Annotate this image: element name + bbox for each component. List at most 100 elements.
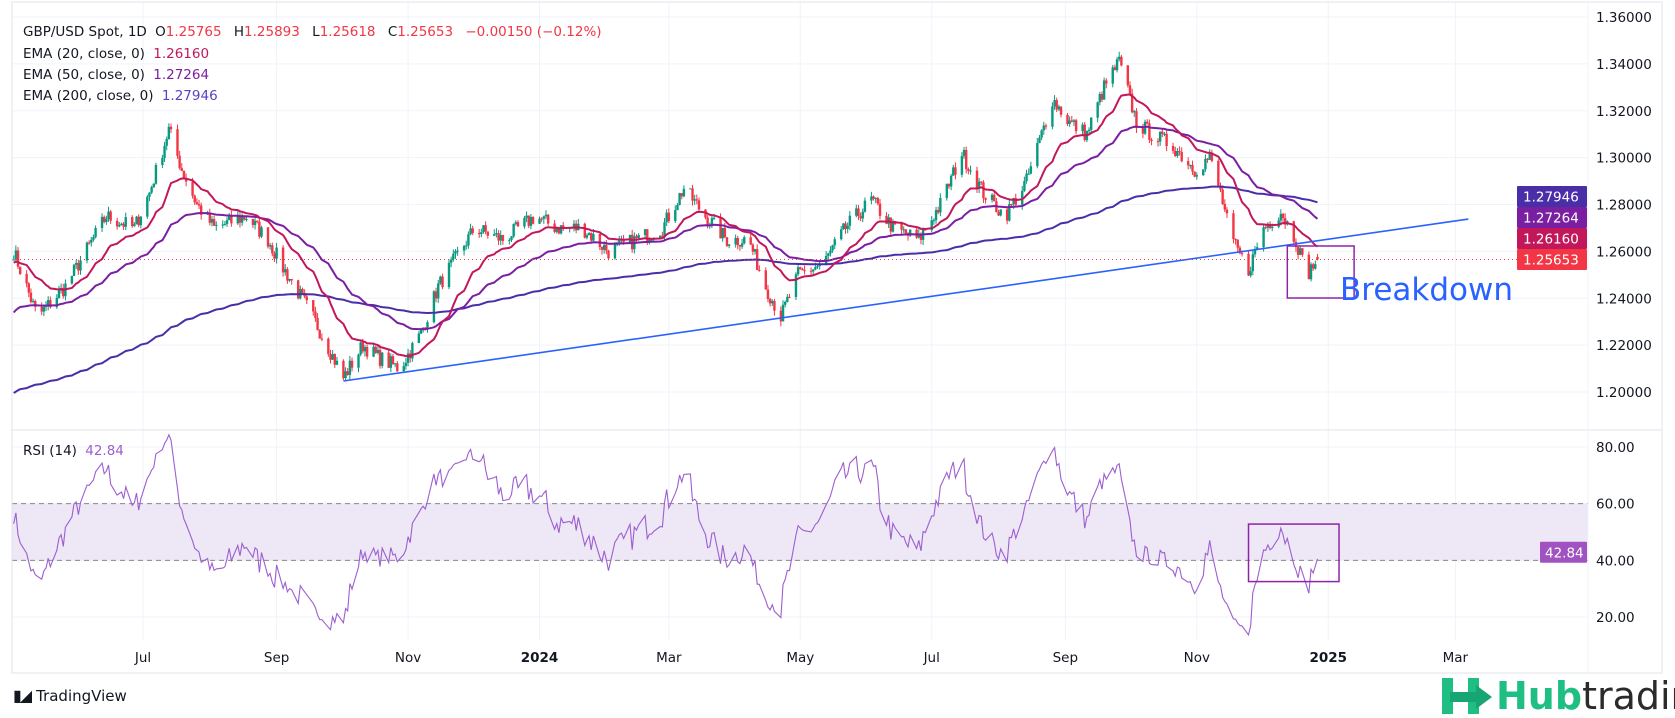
candle-body [165, 139, 168, 146]
rsi-label: RSI (14) [23, 443, 77, 459]
candle [452, 249, 455, 262]
ema20-legend[interactable]: EMA (20, close, 0) 1.26160 [23, 46, 213, 62]
rsi-box[interactable] [1247, 523, 1340, 583]
candle [1102, 77, 1106, 100]
candle-body [1236, 239, 1239, 248]
candle-body [312, 300, 315, 312]
candle [79, 255, 82, 275]
candle-body [348, 360, 352, 375]
candle-body [387, 352, 390, 368]
candle [1223, 199, 1227, 213]
candle [799, 266, 802, 270]
candle-body [786, 296, 789, 302]
candle [587, 232, 591, 236]
candle [18, 266, 22, 275]
price-axis[interactable]: 1.36000 1.34000 1.32000 1.30000 1.28000 1.260… [1596, 10, 1652, 401]
candle-body [919, 233, 923, 240]
candle [391, 353, 395, 366]
candle-body [908, 229, 912, 236]
candle [995, 197, 998, 213]
price-tick-label: 1.20000 [1596, 385, 1652, 401]
candle [932, 218, 936, 225]
candle [486, 231, 489, 239]
candle-body [1193, 171, 1196, 177]
candle-body [1066, 114, 1069, 125]
candle [402, 361, 405, 372]
candle-body [559, 225, 563, 234]
candle [870, 191, 873, 205]
candle [1059, 106, 1063, 118]
price-tick-label: 1.22000 [1596, 338, 1652, 354]
candle-body [493, 234, 496, 236]
candle [758, 265, 761, 272]
candle [169, 123, 173, 133]
candle [148, 192, 151, 202]
candle-body [378, 349, 382, 366]
candle-body [1210, 152, 1214, 161]
candle [434, 287, 438, 303]
candle-body [1098, 94, 1102, 103]
symbol-title[interactable]: GBP/USD Spot, 1D [23, 24, 147, 40]
candle-body [900, 223, 903, 230]
candle-body [70, 275, 74, 284]
candle-body [607, 250, 610, 259]
high-label: H [233, 24, 245, 40]
breakdown-annotation[interactable]: Breakdown [1340, 272, 1513, 308]
candle-body [1165, 133, 1168, 147]
candle [107, 206, 110, 222]
price-tick-label: 1.26000 [1596, 244, 1652, 260]
candle [562, 222, 565, 231]
candle [251, 218, 255, 228]
price-label-bg [1517, 186, 1587, 208]
candle-body [812, 269, 815, 272]
candle [346, 367, 349, 376]
candle-body [861, 211, 864, 219]
candle [296, 279, 300, 300]
ema200-legend[interactable]: EMA (200, close, 0) 1.27946 [23, 88, 222, 104]
candle-body [135, 216, 138, 225]
trendline[interactable] [343, 218, 1469, 382]
candle-body [77, 262, 80, 271]
candle [253, 216, 257, 230]
rsi-axis[interactable]: 80.00 60.00 40.00 20.00 [1596, 440, 1635, 626]
candle [1307, 251, 1311, 280]
candle [583, 222, 586, 239]
candle-body [977, 181, 981, 189]
candle-body [1068, 120, 1071, 125]
candle [199, 202, 203, 220]
breakdown-box[interactable] [1286, 245, 1355, 299]
candle-body [984, 198, 987, 200]
candle [484, 221, 487, 235]
rsi-legend[interactable]: RSI (14) 42.84 [23, 443, 128, 459]
candle-body [191, 181, 194, 196]
time-axis[interactable]: Jul Sep Nov 2024 Mar May Jul Sep Nov 2025 Mar [134, 650, 1469, 666]
open-label: O [155, 24, 166, 40]
candle-body [417, 333, 421, 344]
candle [1294, 238, 1298, 252]
rsi-tick-label: 80.00 [1596, 440, 1635, 456]
candle-body [482, 225, 485, 233]
candle [221, 220, 224, 229]
candle-body [1105, 80, 1108, 84]
candle-body [16, 250, 20, 267]
candle [62, 283, 65, 299]
candle-body [251, 218, 255, 226]
candle [480, 228, 483, 238]
candle [977, 178, 981, 194]
candle-body [14, 250, 18, 260]
tradingview-logo[interactable]: ▮◢ TradingView [13, 686, 127, 705]
candle [195, 198, 199, 205]
candle-body [1249, 271, 1252, 276]
candle [540, 217, 543, 223]
ema50-legend[interactable]: EMA (50, close, 0) 1.27264 [23, 67, 213, 83]
candle-body [361, 342, 365, 352]
candle [984, 197, 987, 204]
candle [258, 218, 261, 239]
candle-body [781, 304, 785, 322]
candle [1296, 246, 1300, 260]
candle [497, 230, 500, 245]
candle-body [1217, 160, 1220, 186]
candle [786, 294, 789, 303]
candle [1238, 245, 1242, 255]
